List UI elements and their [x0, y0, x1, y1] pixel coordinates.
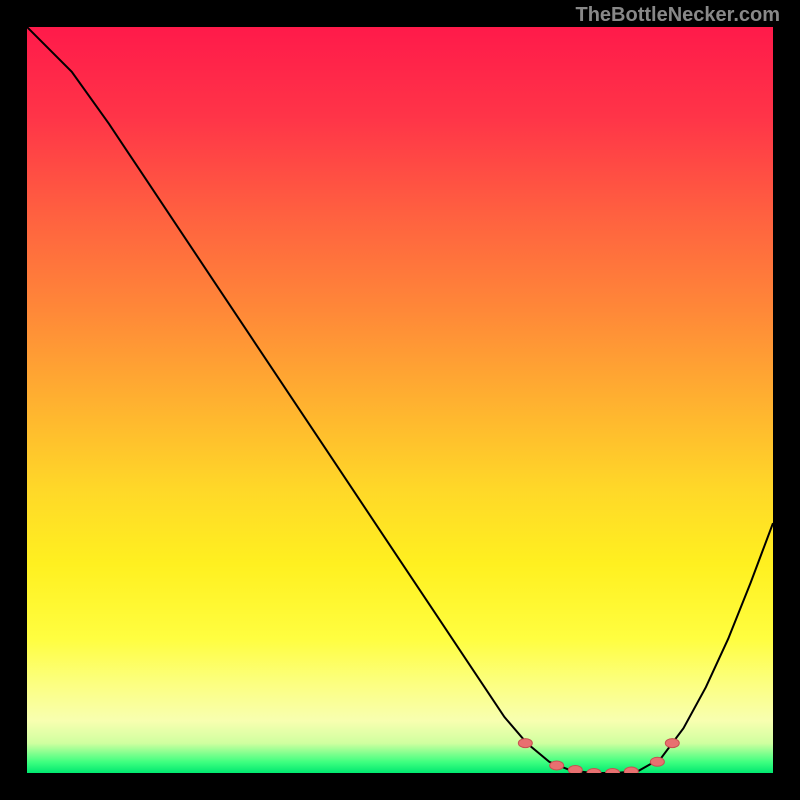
- data-marker: [550, 761, 564, 770]
- chart-background: [27, 27, 773, 773]
- chart-svg: [27, 27, 773, 773]
- data-marker: [568, 766, 582, 773]
- bottleneck-chart: [27, 27, 773, 773]
- data-marker: [624, 767, 638, 773]
- data-marker: [650, 757, 664, 766]
- data-marker: [665, 739, 679, 748]
- data-marker: [518, 739, 532, 748]
- watermark-text: TheBottleNecker.com: [575, 4, 780, 27]
